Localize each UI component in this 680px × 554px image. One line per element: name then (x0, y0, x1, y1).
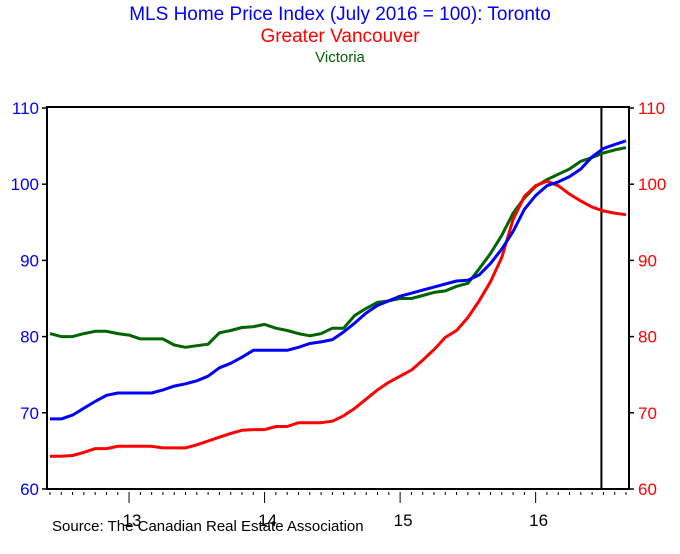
y-tick-label-right: 110 (638, 99, 665, 118)
chart-title-vancouver: Greater Vancouver (260, 26, 420, 47)
y-tick-label-left: 80 (20, 328, 39, 347)
series-line-greater-vancouver (50, 179, 627, 458)
y-tick-label-right: 90 (638, 251, 657, 270)
y-tick-label-right: 100 (638, 175, 666, 194)
x-tick-label: 16 (529, 511, 548, 530)
series-line-victoria (49, 146, 627, 349)
y-tick-label-left: 60 (20, 480, 39, 499)
y-tick-label-left: 90 (20, 251, 39, 270)
x-tick-label: 15 (394, 511, 413, 530)
series-line-toronto (50, 139, 627, 421)
chart-title-toronto: MLS Home Price Index (July 2016 = 100): … (129, 4, 551, 25)
source-note: Source: The Canadian Real Estate Associa… (52, 518, 364, 535)
chart-title-victoria: Victoria (315, 49, 365, 66)
y-tick-label-right: 80 (638, 328, 657, 347)
y-tick-label-right: 60 (638, 480, 657, 499)
y-tick-label-left: 100 (11, 175, 39, 194)
y-tick-label-left: 70 (20, 404, 39, 423)
plot-frame (46, 106, 630, 490)
y-tick-label-left: 110 (12, 99, 39, 118)
x-tick-label: 13 (123, 511, 142, 530)
y-tick-label-right: 70 (638, 404, 657, 423)
x-tick-label: 14 (258, 511, 277, 530)
